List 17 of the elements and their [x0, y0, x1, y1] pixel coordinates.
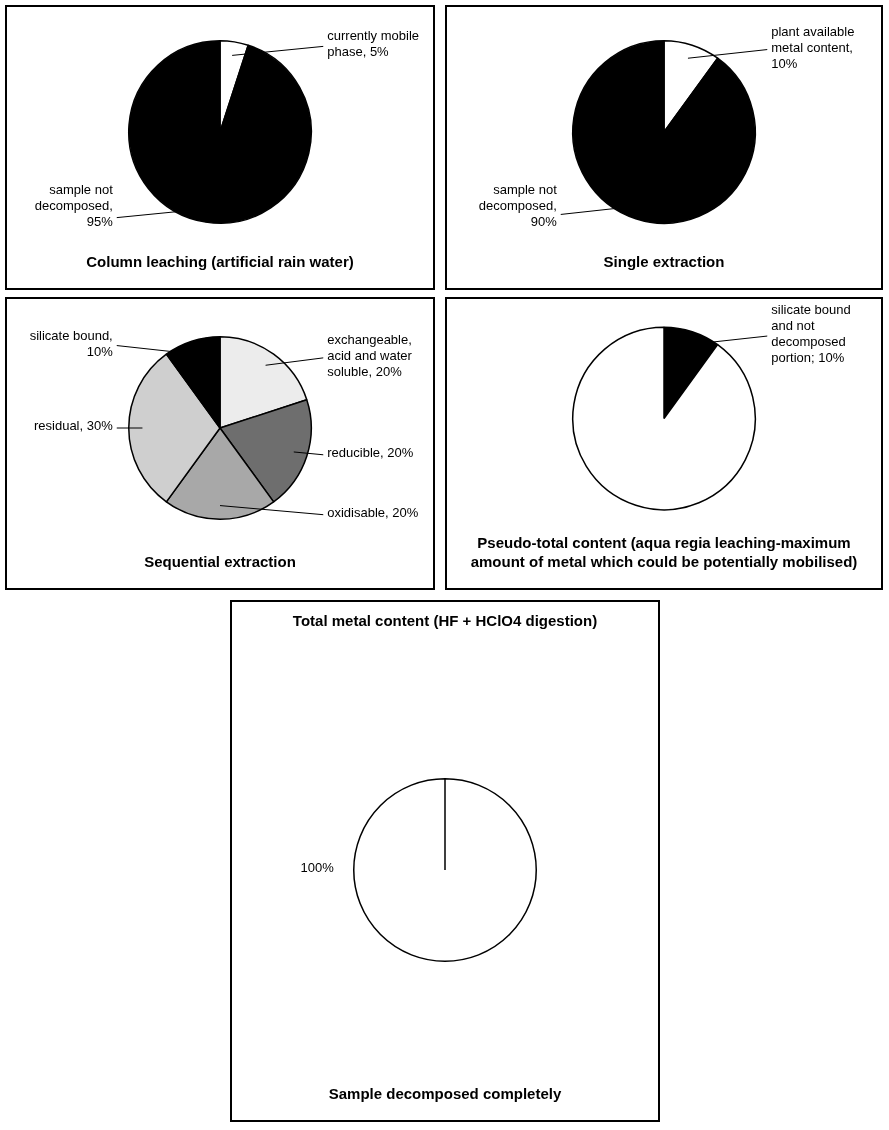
data-label: 100%: [300, 860, 335, 876]
data-label: plant available metal content, 10%: [771, 23, 855, 71]
data-label: sample not decomposed, 95%: [34, 182, 114, 230]
text: Pseudo-total content (aqua regia leaching-maximum amount of metal which could be potentially mobilised): [470, 533, 858, 570]
text: Sample decomposed completely: [328, 1084, 562, 1102]
data-label: oxidisable, 20%: [327, 504, 419, 520]
text: Sequential extraction: [144, 552, 296, 570]
data-label: silicate bound and not decomposed portion; 10%: [771, 302, 851, 366]
data-label: silicate bound, 10%: [29, 327, 114, 359]
data-label: sample not decomposed, 90%: [478, 182, 558, 230]
chart-title: Total metal content (HF + HClO4 digestion): [292, 611, 598, 629]
data-label: currently mobile phase, 5%: [327, 28, 420, 60]
data-label: exchangeable, acid and water soluble, 20%: [327, 331, 413, 379]
data-label: residual, 30%: [33, 418, 114, 434]
text: Column leaching (artificial rain water): [86, 252, 354, 270]
data-label: reducible, 20%: [327, 444, 414, 460]
text: Single extraction: [603, 252, 725, 270]
